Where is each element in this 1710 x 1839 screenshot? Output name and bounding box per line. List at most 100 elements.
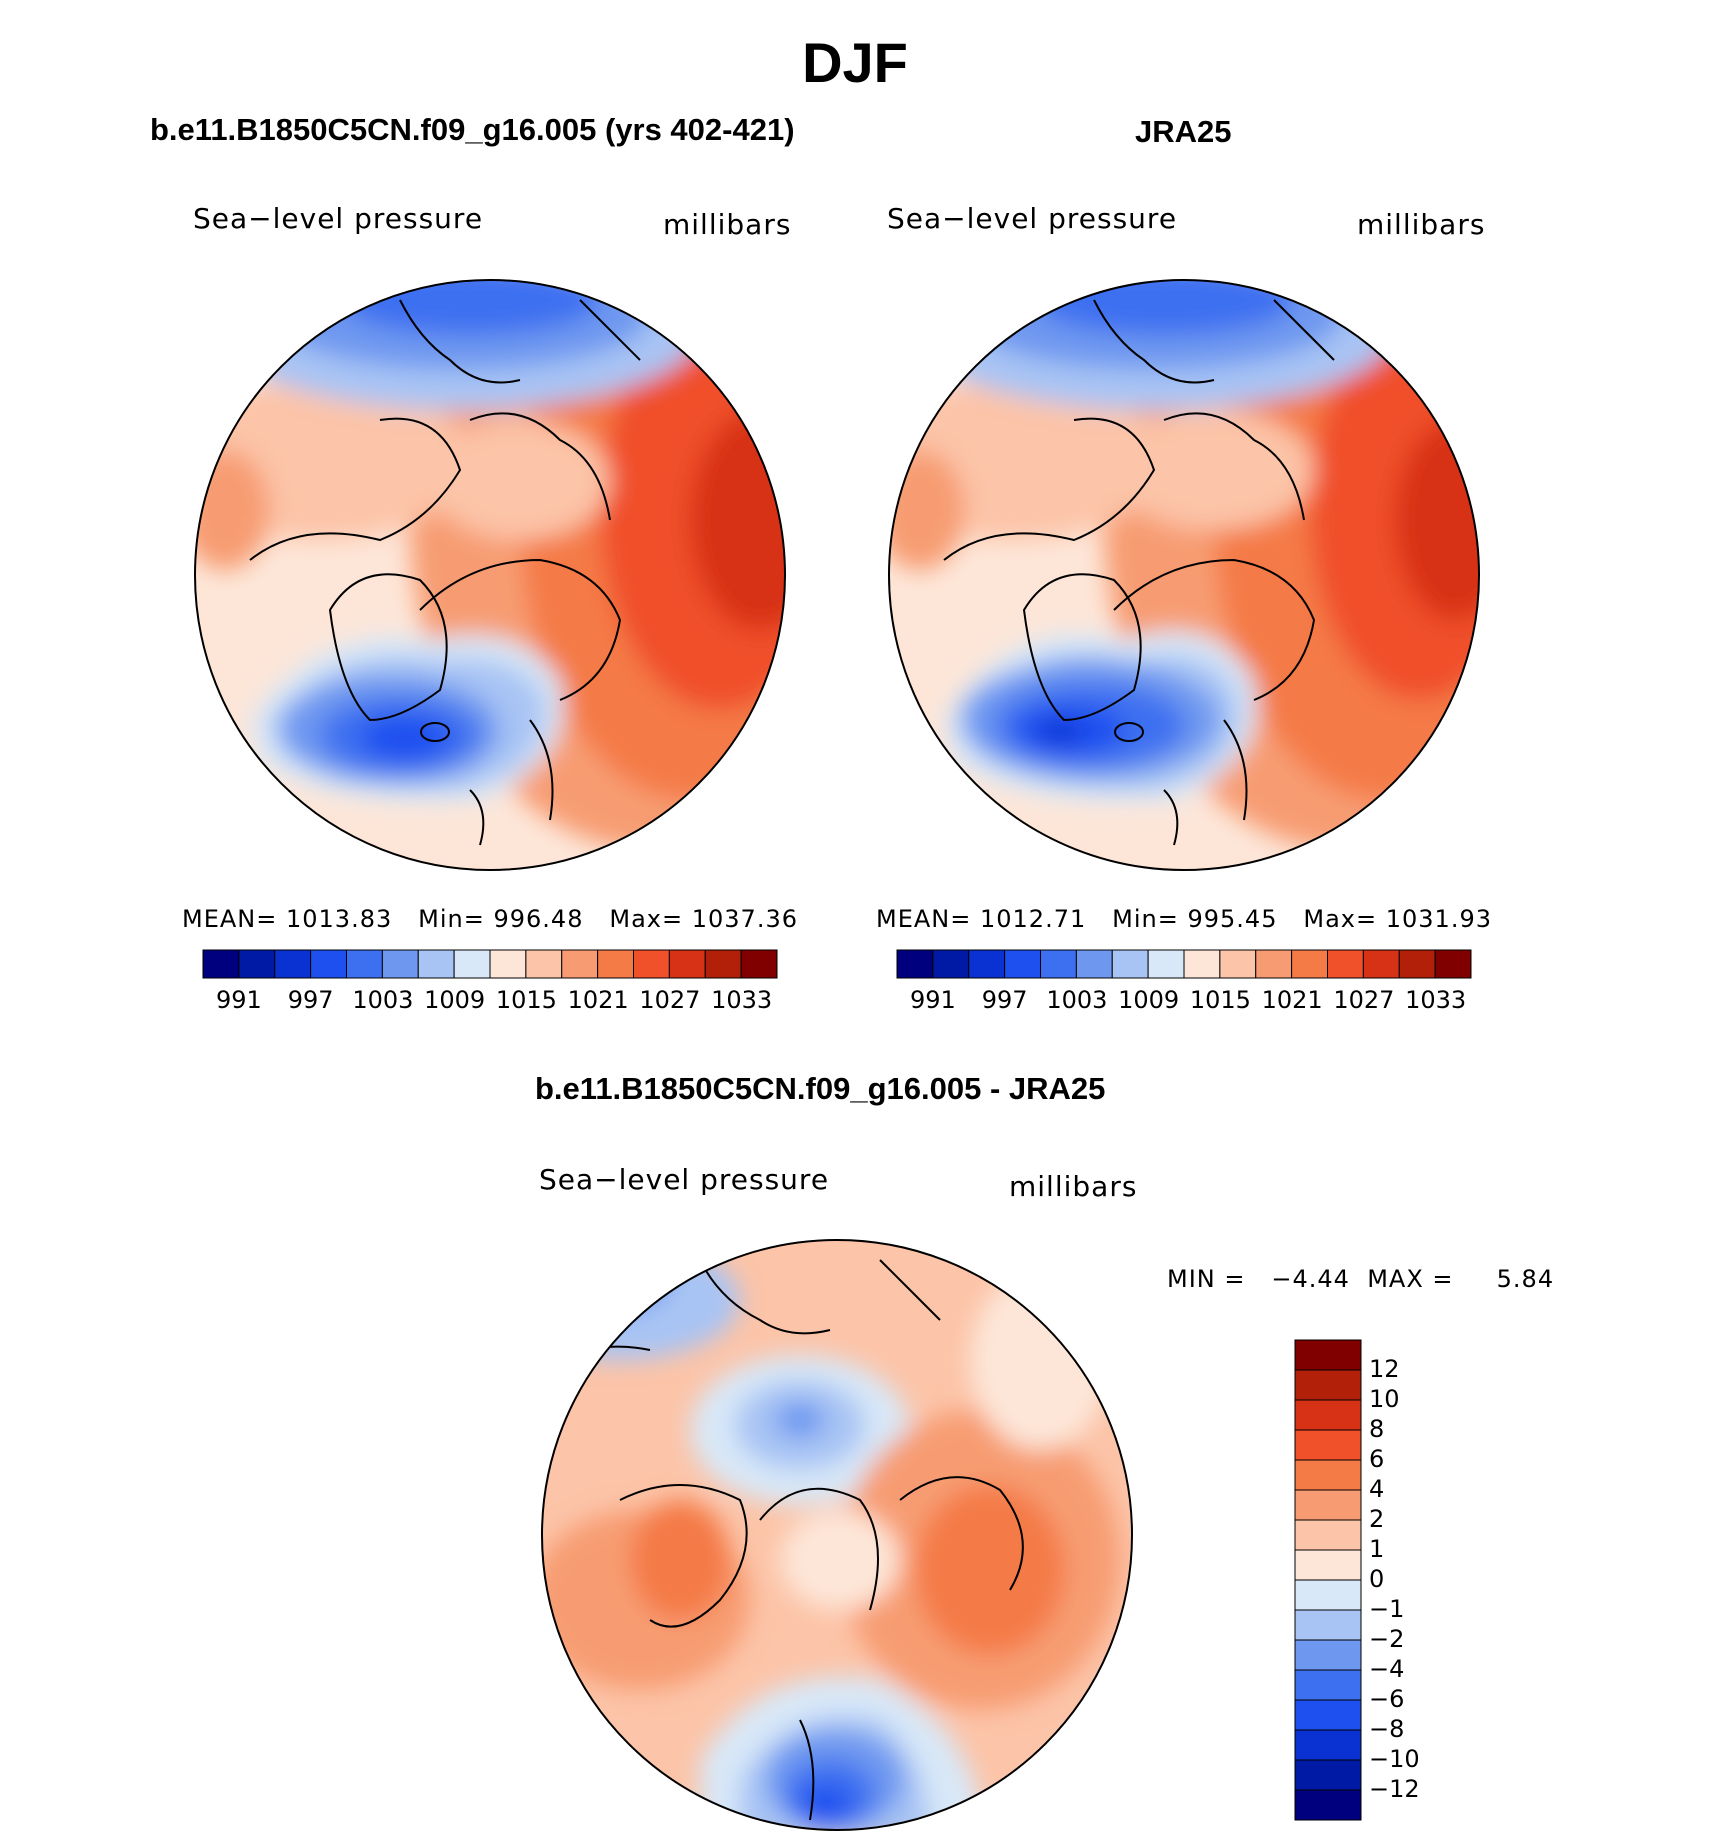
panel-1-colorbar-tick-label: 997 bbox=[287, 986, 334, 1014]
diff-colorbar-tick-label: 8 bbox=[1369, 1415, 1385, 1443]
panel-2-colorbar-tick-label: 1033 bbox=[1405, 986, 1467, 1014]
panel-1-variable-label: Sea−level pressure bbox=[193, 202, 484, 235]
panel-1-mean-label: MEAN= bbox=[182, 905, 278, 933]
panel-1-colorbar-swatch-14 bbox=[704, 949, 742, 979]
panel-1-stats: MEAN= 1013.83 Min= 996.48 Max= 1037.36 bbox=[182, 905, 798, 933]
panel-1-colorbar-swatch-3 bbox=[310, 949, 347, 979]
map-1 bbox=[194, 279, 786, 871]
diff-colorbar-tick-label: 12 bbox=[1369, 1355, 1400, 1383]
diff-colorbar-tick-label: −12 bbox=[1369, 1775, 1420, 1803]
panel-2-colorbar-tick-label: 1003 bbox=[1046, 986, 1108, 1014]
panel-2-colorbar bbox=[896, 949, 1472, 979]
figure-title: DJF bbox=[802, 31, 908, 94]
panel-2-colorbar-swatch-10 bbox=[1255, 949, 1293, 979]
panel-2-mean-label: MEAN= bbox=[876, 905, 972, 933]
panel-2-colorbar-swatch-1 bbox=[932, 949, 970, 979]
diff-colorbar-tick-label: 0 bbox=[1369, 1565, 1385, 1593]
diff-colorbar-swatch-5 bbox=[1294, 1489, 1362, 1521]
diff-colorbar-swatch-15 bbox=[1294, 1789, 1362, 1821]
diff-colorbar-swatch-0 bbox=[1294, 1339, 1362, 1371]
panel-1-colorbar-tick-label: 1027 bbox=[639, 986, 701, 1014]
map-2 bbox=[888, 279, 1480, 871]
panel-2-min-label: Min= bbox=[1112, 905, 1179, 933]
diff-colorbar-swatch-1 bbox=[1294, 1369, 1362, 1401]
panel-1-colorbar-swatch-12 bbox=[633, 949, 670, 979]
coastlines bbox=[943, 299, 1335, 846]
panel-2-max: 1031.93 bbox=[1385, 905, 1492, 933]
panel-2-colorbar-swatch-14 bbox=[1398, 949, 1436, 979]
panel-1-colorbar bbox=[202, 949, 778, 979]
panel-1-colorbar-swatch-4 bbox=[346, 949, 383, 979]
panel-2-colorbar-swatch-11 bbox=[1291, 949, 1328, 979]
diff-colorbar-swatch-9 bbox=[1294, 1609, 1362, 1641]
panel-1-colorbar-tick-label: 1003 bbox=[352, 986, 414, 1014]
panel-2-colorbar-swatch-8 bbox=[1183, 949, 1221, 979]
diff-panel-stats: MIN = −4.44 MAX = 5.84 bbox=[1167, 1265, 1554, 1293]
panel-2-colorbar-swatch-4 bbox=[1040, 949, 1077, 979]
panel-2-colorbar-swatch-13 bbox=[1362, 949, 1400, 979]
panel-1-colorbar-tick-label: 1021 bbox=[567, 986, 629, 1014]
panel-2-colorbar-swatch-3 bbox=[1004, 949, 1041, 979]
panel-2-variable-label: Sea−level pressure bbox=[887, 202, 1178, 235]
diff-max-label: MAX = bbox=[1367, 1265, 1454, 1293]
panel-1-max: 1037.36 bbox=[691, 905, 798, 933]
diff-colorbar-swatch-7 bbox=[1294, 1549, 1362, 1581]
diff-colorbar-swatch-6 bbox=[1294, 1519, 1362, 1551]
panel-1-units-label: millibars bbox=[663, 208, 792, 241]
panel-2-colorbar-swatch-12 bbox=[1327, 949, 1364, 979]
diff-panel-variable-label: Sea−level pressure bbox=[539, 1163, 830, 1196]
panel-1-title: b.e11.B1850C5CN.f09_g16.005 (yrs 402-421… bbox=[150, 112, 795, 147]
panel-2-min: 995.45 bbox=[1187, 905, 1278, 933]
diff-colorbar-swatch-3 bbox=[1294, 1429, 1362, 1461]
diff-colorbar-swatch-12 bbox=[1294, 1699, 1362, 1731]
panel-2-colorbar-tick-label: 997 bbox=[981, 986, 1028, 1014]
panel-1-colorbar-tick-label: 1009 bbox=[424, 986, 486, 1014]
panel-1-colorbar-swatch-2 bbox=[274, 949, 312, 979]
panel-1-colorbar-tick-label: 1033 bbox=[711, 986, 773, 1014]
panel-2-colorbar-tick-label: 1009 bbox=[1118, 986, 1180, 1014]
coastlines bbox=[249, 299, 641, 846]
diff-colorbar-swatch-10 bbox=[1294, 1639, 1362, 1671]
panel-1-min-label: Min= bbox=[418, 905, 485, 933]
panel-2-title: JRA25 bbox=[1135, 114, 1232, 149]
diff-colorbar-swatch-2 bbox=[1294, 1399, 1362, 1431]
panel-1-colorbar-tick-label: 991 bbox=[215, 986, 262, 1014]
panel-1-max-label: Max= bbox=[609, 905, 684, 933]
panel-2-colorbar-swatch-7 bbox=[1147, 949, 1185, 979]
diff-colorbar-tick-label: −2 bbox=[1369, 1625, 1405, 1653]
panel-2-colorbar-tick-label: 1021 bbox=[1261, 986, 1323, 1014]
diff-min-label: MIN = bbox=[1167, 1265, 1246, 1293]
panel-1-colorbar-swatch-5 bbox=[381, 949, 419, 979]
panel-1-colorbar-swatch-1 bbox=[238, 949, 276, 979]
map-3-difference bbox=[541, 1239, 1133, 1831]
diff-panel-title: b.e11.B1850C5CN.f09_g16.005 - JRA25 bbox=[535, 1071, 1106, 1106]
diff-colorbar-tick-label: −6 bbox=[1369, 1685, 1405, 1713]
panel-2-units-label: millibars bbox=[1357, 208, 1486, 241]
panel-2-colorbar-swatch-0 bbox=[896, 949, 934, 979]
diff-colorbar-tick-label: 10 bbox=[1369, 1385, 1400, 1413]
diff-colorbar-tick-label: 2 bbox=[1369, 1505, 1385, 1533]
diff-colorbar-swatch-11 bbox=[1294, 1669, 1362, 1701]
panel-2-colorbar-tick-label: 1015 bbox=[1189, 986, 1251, 1014]
panel-2-colorbar-swatch-6 bbox=[1111, 949, 1149, 979]
panel-1-min: 996.48 bbox=[493, 905, 584, 933]
panel-2-colorbar-swatch-15 bbox=[1434, 949, 1472, 979]
panel-1-mean: 1013.83 bbox=[286, 905, 393, 933]
diff-min: −4.44 bbox=[1271, 1265, 1350, 1293]
diff-colorbar-tick-label: −1 bbox=[1369, 1595, 1405, 1623]
panel-2-max-label: Max= bbox=[1303, 905, 1378, 933]
panel-2-stats: MEAN= 1012.71 Min= 995.45 Max= 1031.93 bbox=[876, 905, 1492, 933]
panel-2-colorbar-swatch-2 bbox=[968, 949, 1006, 979]
panel-1-colorbar-swatch-0 bbox=[202, 949, 240, 979]
panel-2-mean: 1012.71 bbox=[980, 905, 1087, 933]
diff-colorbar-tick-label: 1 bbox=[1369, 1535, 1385, 1563]
panel-2-colorbar-tick-label: 1027 bbox=[1333, 986, 1395, 1014]
panel-1-colorbar-swatch-8 bbox=[489, 949, 527, 979]
diff-colorbar-tick-label: −10 bbox=[1369, 1745, 1420, 1773]
diff-colorbar-swatch-13 bbox=[1294, 1729, 1362, 1761]
panel-1-colorbar-swatch-7 bbox=[453, 949, 491, 979]
diff-colorbar-swatch-14 bbox=[1294, 1759, 1362, 1791]
diff-colorbar-tick-label: −4 bbox=[1369, 1655, 1405, 1683]
panel-1-colorbar-swatch-13 bbox=[668, 949, 706, 979]
